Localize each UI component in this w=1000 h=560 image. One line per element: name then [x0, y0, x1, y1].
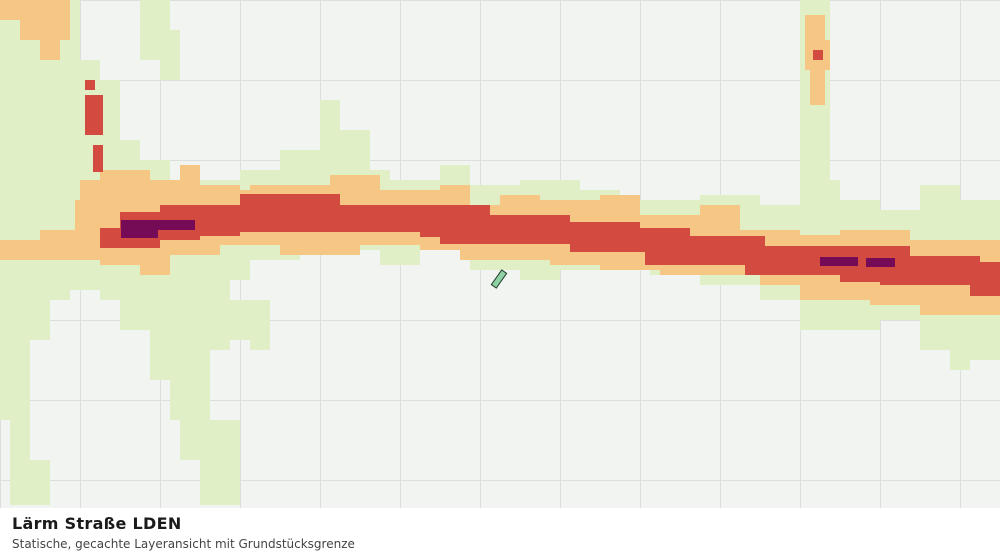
noise-zone — [121, 220, 195, 238]
noise-zone — [100, 194, 1000, 296]
noise-zone — [93, 145, 103, 172]
noise-zone — [866, 258, 895, 267]
noise-zone — [230, 300, 270, 350]
noise-extreme — [121, 220, 895, 267]
noise-zone — [85, 95, 103, 135]
layer-subtitle: Statische, gecachte Layeransicht mit Gru… — [12, 537, 355, 551]
noise-zone — [0, 0, 70, 60]
noise-zone — [820, 257, 858, 266]
noise-zone — [85, 80, 95, 90]
layer-title: Lärm Straße LDEN — [12, 514, 182, 533]
noise-zone — [140, 0, 180, 80]
noise-zone — [813, 50, 823, 60]
noise-high — [85, 50, 1000, 296]
layer-caption: Lärm Straße LDEN Statische, gecachte Lay… — [0, 508, 1000, 560]
parcel-boundary[interactable] — [490, 269, 508, 289]
noise-zone — [0, 90, 60, 160]
